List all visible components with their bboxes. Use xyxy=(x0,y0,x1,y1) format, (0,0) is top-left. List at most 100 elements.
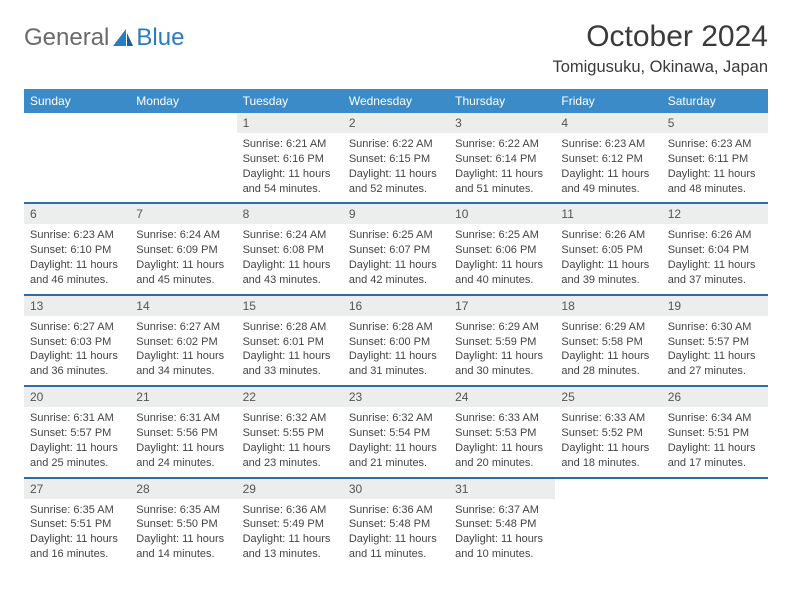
weekday-header: Friday xyxy=(555,89,661,113)
calendar-week-row: 1Sunrise: 6:21 AMSunset: 6:16 PMDaylight… xyxy=(24,113,768,203)
day-details: Sunrise: 6:30 AMSunset: 5:57 PMDaylight:… xyxy=(662,316,768,385)
day-number: 26 xyxy=(662,387,768,407)
day-number: 31 xyxy=(449,479,555,499)
calendar-day-cell: 16Sunrise: 6:28 AMSunset: 6:00 PMDayligh… xyxy=(343,295,449,386)
calendar-day-cell: 3Sunrise: 6:22 AMSunset: 6:14 PMDaylight… xyxy=(449,113,555,203)
calendar-day-cell: 5Sunrise: 6:23 AMSunset: 6:11 PMDaylight… xyxy=(662,113,768,203)
weekday-header-row: SundayMondayTuesdayWednesdayThursdayFrid… xyxy=(24,89,768,113)
day-number: 1 xyxy=(237,113,343,133)
day-details: Sunrise: 6:29 AMSunset: 5:59 PMDaylight:… xyxy=(449,316,555,385)
logo-sail-icon xyxy=(112,28,134,48)
day-details: Sunrise: 6:26 AMSunset: 6:05 PMDaylight:… xyxy=(555,224,661,293)
calendar-day-cell: 1Sunrise: 6:21 AMSunset: 6:16 PMDaylight… xyxy=(237,113,343,203)
calendar-day-cell: 20Sunrise: 6:31 AMSunset: 5:57 PMDayligh… xyxy=(24,386,130,477)
day-number: 14 xyxy=(130,296,236,316)
day-details: Sunrise: 6:36 AMSunset: 5:48 PMDaylight:… xyxy=(343,499,449,568)
day-number: 25 xyxy=(555,387,661,407)
day-details: Sunrise: 6:33 AMSunset: 5:52 PMDaylight:… xyxy=(555,407,661,476)
day-number: 8 xyxy=(237,204,343,224)
logo: General Blue xyxy=(24,24,184,52)
day-number: 30 xyxy=(343,479,449,499)
calendar-day-cell: 12Sunrise: 6:26 AMSunset: 6:04 PMDayligh… xyxy=(662,203,768,294)
day-details: Sunrise: 6:22 AMSunset: 6:14 PMDaylight:… xyxy=(449,133,555,202)
calendar-day-cell: 31Sunrise: 6:37 AMSunset: 5:48 PMDayligh… xyxy=(449,478,555,568)
day-number: 24 xyxy=(449,387,555,407)
calendar-day-cell: 22Sunrise: 6:32 AMSunset: 5:55 PMDayligh… xyxy=(237,386,343,477)
calendar-day-cell: 9Sunrise: 6:25 AMSunset: 6:07 PMDaylight… xyxy=(343,203,449,294)
weekday-header: Thursday xyxy=(449,89,555,113)
day-details: Sunrise: 6:34 AMSunset: 5:51 PMDaylight:… xyxy=(662,407,768,476)
calendar-day-cell: 24Sunrise: 6:33 AMSunset: 5:53 PMDayligh… xyxy=(449,386,555,477)
day-number: 23 xyxy=(343,387,449,407)
day-number: 15 xyxy=(237,296,343,316)
calendar-empty-cell xyxy=(130,113,236,203)
day-number: 5 xyxy=(662,113,768,133)
day-details: Sunrise: 6:25 AMSunset: 6:07 PMDaylight:… xyxy=(343,224,449,293)
day-number: 12 xyxy=(662,204,768,224)
day-details: Sunrise: 6:23 AMSunset: 6:11 PMDaylight:… xyxy=(662,133,768,202)
day-number: 28 xyxy=(130,479,236,499)
calendar-day-cell: 2Sunrise: 6:22 AMSunset: 6:15 PMDaylight… xyxy=(343,113,449,203)
calendar-day-cell: 15Sunrise: 6:28 AMSunset: 6:01 PMDayligh… xyxy=(237,295,343,386)
day-number: 7 xyxy=(130,204,236,224)
calendar-day-cell: 30Sunrise: 6:36 AMSunset: 5:48 PMDayligh… xyxy=(343,478,449,568)
location: Tomigusuku, Okinawa, Japan xyxy=(552,58,768,77)
calendar-day-cell: 4Sunrise: 6:23 AMSunset: 6:12 PMDaylight… xyxy=(555,113,661,203)
day-details: Sunrise: 6:31 AMSunset: 5:57 PMDaylight:… xyxy=(24,407,130,476)
day-number: 3 xyxy=(449,113,555,133)
day-details: Sunrise: 6:33 AMSunset: 5:53 PMDaylight:… xyxy=(449,407,555,476)
calendar-day-cell: 11Sunrise: 6:26 AMSunset: 6:05 PMDayligh… xyxy=(555,203,661,294)
month-title: October 2024 xyxy=(552,20,768,54)
weekday-header: Sunday xyxy=(24,89,130,113)
day-details: Sunrise: 6:28 AMSunset: 6:01 PMDaylight:… xyxy=(237,316,343,385)
day-number: 11 xyxy=(555,204,661,224)
day-details: Sunrise: 6:32 AMSunset: 5:54 PMDaylight:… xyxy=(343,407,449,476)
day-number: 13 xyxy=(24,296,130,316)
day-details: Sunrise: 6:22 AMSunset: 6:15 PMDaylight:… xyxy=(343,133,449,202)
weekday-header: Monday xyxy=(130,89,236,113)
day-details: Sunrise: 6:35 AMSunset: 5:50 PMDaylight:… xyxy=(130,499,236,568)
header: General Blue October 2024 Tomigusuku, Ok… xyxy=(24,20,768,77)
day-details: Sunrise: 6:23 AMSunset: 6:12 PMDaylight:… xyxy=(555,133,661,202)
calendar-empty-cell xyxy=(662,478,768,568)
calendar-day-cell: 7Sunrise: 6:24 AMSunset: 6:09 PMDaylight… xyxy=(130,203,236,294)
calendar-day-cell: 8Sunrise: 6:24 AMSunset: 6:08 PMDaylight… xyxy=(237,203,343,294)
calendar-day-cell: 13Sunrise: 6:27 AMSunset: 6:03 PMDayligh… xyxy=(24,295,130,386)
day-details: Sunrise: 6:27 AMSunset: 6:03 PMDaylight:… xyxy=(24,316,130,385)
calendar-body: 1Sunrise: 6:21 AMSunset: 6:16 PMDaylight… xyxy=(24,113,768,568)
day-details: Sunrise: 6:35 AMSunset: 5:51 PMDaylight:… xyxy=(24,499,130,568)
title-block: October 2024 Tomigusuku, Okinawa, Japan xyxy=(552,20,768,77)
day-number: 6 xyxy=(24,204,130,224)
calendar-day-cell: 19Sunrise: 6:30 AMSunset: 5:57 PMDayligh… xyxy=(662,295,768,386)
calendar-week-row: 13Sunrise: 6:27 AMSunset: 6:03 PMDayligh… xyxy=(24,295,768,386)
day-number: 16 xyxy=(343,296,449,316)
day-details: Sunrise: 6:23 AMSunset: 6:10 PMDaylight:… xyxy=(24,224,130,293)
day-number: 9 xyxy=(343,204,449,224)
day-number: 19 xyxy=(662,296,768,316)
day-number: 20 xyxy=(24,387,130,407)
day-details: Sunrise: 6:27 AMSunset: 6:02 PMDaylight:… xyxy=(130,316,236,385)
calendar-day-cell: 18Sunrise: 6:29 AMSunset: 5:58 PMDayligh… xyxy=(555,295,661,386)
day-details: Sunrise: 6:24 AMSunset: 6:09 PMDaylight:… xyxy=(130,224,236,293)
calendar-day-cell: 27Sunrise: 6:35 AMSunset: 5:51 PMDayligh… xyxy=(24,478,130,568)
calendar-day-cell: 28Sunrise: 6:35 AMSunset: 5:50 PMDayligh… xyxy=(130,478,236,568)
day-number: 2 xyxy=(343,113,449,133)
calendar-day-cell: 23Sunrise: 6:32 AMSunset: 5:54 PMDayligh… xyxy=(343,386,449,477)
calendar-table: SundayMondayTuesdayWednesdayThursdayFrid… xyxy=(24,89,768,568)
day-details: Sunrise: 6:26 AMSunset: 6:04 PMDaylight:… xyxy=(662,224,768,293)
day-number: 18 xyxy=(555,296,661,316)
day-number: 17 xyxy=(449,296,555,316)
calendar-empty-cell xyxy=(555,478,661,568)
weekday-header: Saturday xyxy=(662,89,768,113)
calendar-week-row: 6Sunrise: 6:23 AMSunset: 6:10 PMDaylight… xyxy=(24,203,768,294)
logo-text-blue: Blue xyxy=(136,24,184,52)
day-number: 10 xyxy=(449,204,555,224)
day-details: Sunrise: 6:29 AMSunset: 5:58 PMDaylight:… xyxy=(555,316,661,385)
day-details: Sunrise: 6:21 AMSunset: 6:16 PMDaylight:… xyxy=(237,133,343,202)
calendar-day-cell: 6Sunrise: 6:23 AMSunset: 6:10 PMDaylight… xyxy=(24,203,130,294)
calendar-day-cell: 26Sunrise: 6:34 AMSunset: 5:51 PMDayligh… xyxy=(662,386,768,477)
logo-text-general: General xyxy=(24,24,109,52)
day-details: Sunrise: 6:36 AMSunset: 5:49 PMDaylight:… xyxy=(237,499,343,568)
day-details: Sunrise: 6:37 AMSunset: 5:48 PMDaylight:… xyxy=(449,499,555,568)
day-number: 4 xyxy=(555,113,661,133)
